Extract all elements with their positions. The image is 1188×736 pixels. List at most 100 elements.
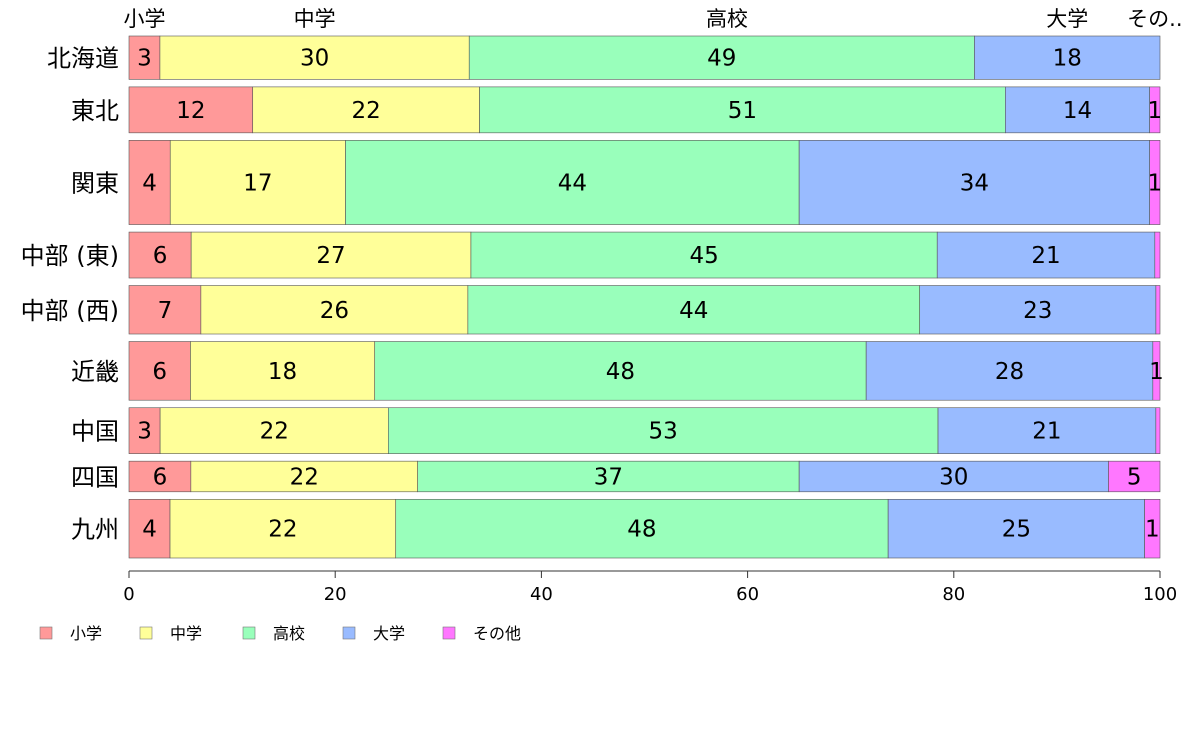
bar-value-label: 21 [1032,419,1061,445]
bar-value-label: 22 [351,98,380,124]
bar-segment [190,231,472,279]
category-label: 中国 [71,418,119,446]
bar-value-label: 12 [176,98,205,124]
bar-value-label: 4 [142,170,157,196]
bar-segment [128,498,171,559]
bar-segment [468,35,975,80]
legend-item: 小学 [39,624,102,643]
bar-row: 3 22 53 21 [128,407,1161,454]
bar-segment [128,35,161,80]
legend-swatch [39,626,53,640]
bar-value-label: 45 [689,243,718,269]
bar-value-label: 34 [960,170,989,196]
bar-segment [128,460,192,493]
x-tick-label: 40 [530,584,553,605]
x-tick-label: 60 [736,584,759,605]
category-label: 近畿 [71,358,119,386]
x-tick-label: 20 [324,584,347,605]
bar-row: 6 22 37 30 5 [128,460,1161,493]
bar-value-label: 37 [594,464,623,490]
top-series-label: その.. [1127,7,1182,31]
category-label: 関東 [71,169,119,197]
bar-value-label: 44 [558,170,587,196]
legend-swatch [342,626,356,640]
bar-value-label: 22 [290,464,319,490]
category-label: 九州 [71,516,119,544]
category-label: 東北 [71,97,119,125]
x-tick-label: 80 [942,584,965,605]
bar-value-label: 3 [137,46,152,72]
bar-value-label: 6 [153,464,168,490]
bar-row: 4 17 44 34 1 [128,140,1163,225]
bar-value-label: 44 [679,298,708,324]
bar-value-label: 1 [1148,170,1163,196]
top-labels: 小学 中学 高校 大学 その.. [123,7,1182,31]
top-series-label: 中学 [294,7,336,31]
bar-value-label: 49 [707,46,736,72]
category-label: 中部 (東) [21,242,119,270]
bar-value-label: 4 [142,517,157,543]
bar-segment [128,285,202,335]
bar-row: 12 22 51 14 1 [128,86,1163,134]
bar-value-label: 14 [1063,98,1092,124]
bar-value-label: 48 [606,359,635,385]
legend-swatch [442,626,456,640]
bar-segment [190,460,418,493]
bar-value-label: 18 [1053,46,1082,72]
bar-value-label: 27 [316,243,345,269]
bar-value-label: 28 [995,359,1024,385]
bar-segment [1144,498,1161,559]
legend-label: 大学 [373,624,405,643]
bar-segment [128,407,161,454]
bar-segment [936,231,1156,279]
bar-value-label: 21 [1031,243,1060,269]
bar-value-label: 22 [268,517,297,543]
bar-segment [798,140,1150,225]
bar-segment [190,341,376,401]
bar-segment [467,285,921,335]
top-series-label: 大学 [1046,7,1088,31]
bar-segment [128,86,254,134]
bar-segment [169,498,397,559]
legend-item: 中学 [139,624,202,643]
bar-value-label: 26 [320,298,349,324]
bar-row: 7 26 44 23 [128,285,1161,335]
bar-segment [1149,140,1161,225]
bar-segment [1108,460,1161,493]
category-label: 中部 (西) [21,297,119,325]
bar-segment [798,460,1109,493]
top-series-label: 高校 [706,7,748,31]
bar-segment [1149,86,1161,134]
bar-value-label: 6 [153,243,168,269]
legend: 小学 中学 高校 大学 その他 [39,624,521,643]
bar-row: 6 27 45 21 [128,231,1161,279]
bar-value-label: 1 [1149,359,1164,385]
bar-segment [1155,285,1161,335]
bar-value-label: 30 [300,46,329,72]
bar-segment [128,140,171,225]
legend-swatch [139,626,153,640]
bar-value-label: 53 [649,419,678,445]
bar-segment [374,341,867,401]
bar-segment [388,407,939,454]
bar-value-label: 1 [1148,98,1163,124]
bar-value-label: 1 [1145,517,1160,543]
bar-row: 4 22 48 25 1 [128,498,1161,559]
bar-value-label: 18 [268,359,297,385]
x-tick-label: 0 [123,584,134,605]
x-tick-label: 100 [1143,584,1177,605]
bar-segment [128,341,191,401]
bar-value-label: 5 [1127,464,1142,490]
bar-segment [252,86,480,134]
bar-segment [974,35,1161,80]
bar-row: 3 30 49 18 [128,35,1161,80]
bar-segment [887,498,1145,559]
bar-value-label: 48 [627,517,656,543]
bar-segment [345,140,800,225]
category-label: 北海道 [47,45,119,73]
top-series-label: 小学 [123,7,165,31]
bar-value-label: 7 [158,298,173,324]
legend-item: その他 [442,624,521,643]
